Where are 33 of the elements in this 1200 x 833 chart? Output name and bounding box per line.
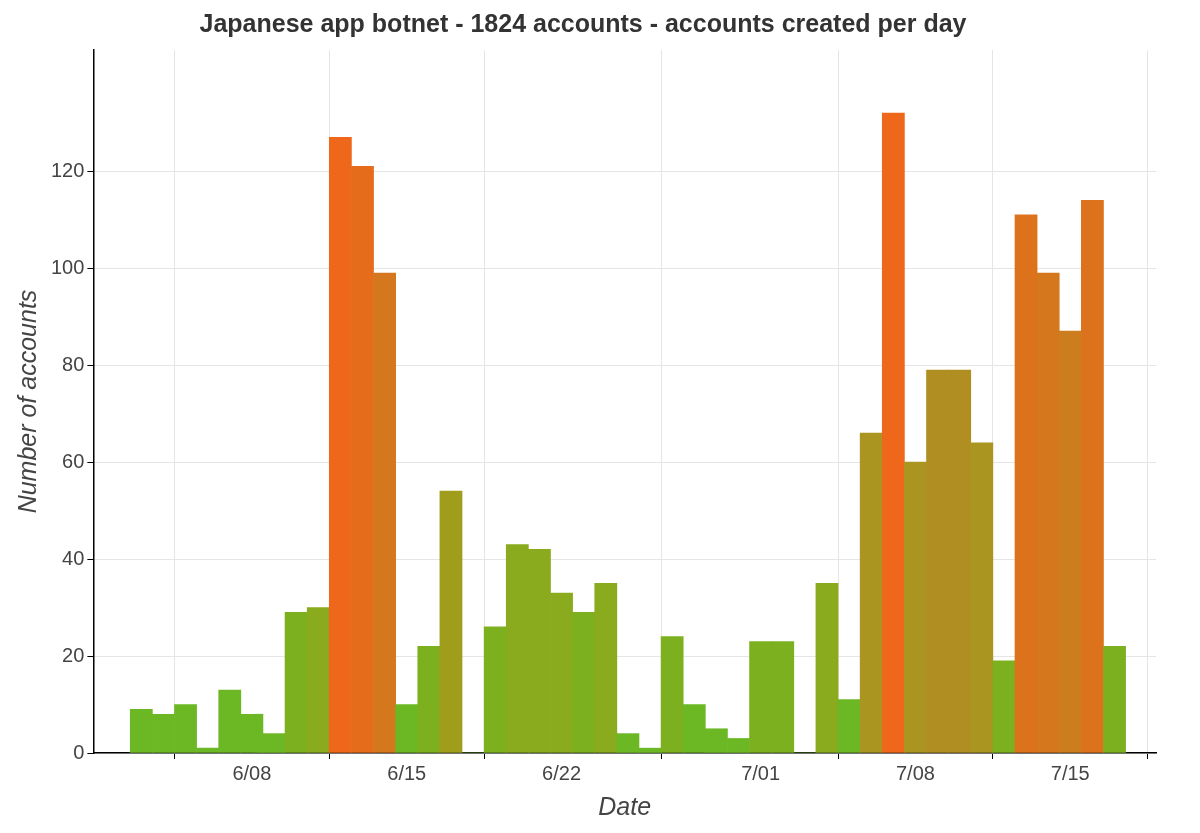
x-tick-label: 6/15: [387, 761, 427, 784]
x-tick-label: 7/01: [741, 761, 781, 784]
bar: [417, 646, 441, 753]
bar: [1103, 646, 1126, 753]
bar: [306, 607, 330, 753]
x-tick-label: 7/08: [895, 761, 935, 784]
x-axis-title: Date: [598, 791, 652, 820]
y-tick-label: 60: [62, 449, 85, 472]
bar: [1081, 199, 1104, 753]
y-tick-label: 20: [62, 643, 85, 666]
y-tick-label: 80: [62, 352, 85, 375]
x-tick-label: 6/08: [232, 761, 272, 784]
bar: [439, 490, 463, 753]
y-tick-label: 40: [62, 546, 85, 569]
bar: [373, 272, 396, 753]
bar: [284, 612, 308, 753]
bar: [572, 612, 596, 753]
bar: [594, 582, 618, 753]
y-tick-label: 120: [50, 158, 85, 181]
bar: [881, 112, 905, 753]
bar: [660, 636, 684, 753]
chart-title: Japanese app botnet - 1824 accounts - accounts created per day: [199, 8, 967, 37]
x-tick-label: 7/15: [1050, 761, 1090, 784]
x-tick-label: 6/22: [542, 761, 582, 784]
bar: [859, 432, 883, 753]
bar: [992, 660, 1016, 753]
bar: [483, 626, 507, 753]
bar: [837, 699, 861, 753]
y-tick-label: 0: [73, 740, 85, 763]
bar: [815, 582, 839, 753]
bar: [395, 704, 419, 753]
y-tick-label: 100: [50, 255, 85, 278]
y-axis-title: Number of accounts: [12, 289, 41, 514]
